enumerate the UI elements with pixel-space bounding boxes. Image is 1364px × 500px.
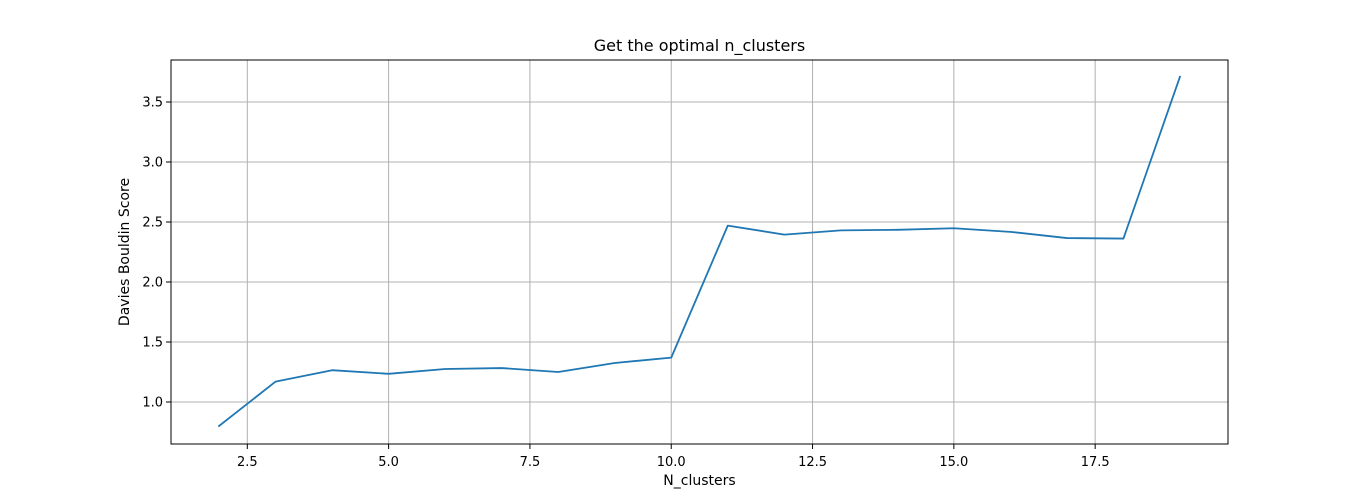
x-tick-label: 17.5	[1081, 455, 1110, 470]
series-line	[217, 75, 1182, 428]
y-axis: 1.0 1.5 2.0 2.5 3.0 3.5	[142, 96, 171, 411]
y-tick-label: 3.0	[142, 156, 163, 171]
y-tick-label: 2.0	[142, 276, 163, 291]
y-tick-label: 1.5	[142, 336, 163, 351]
x-axis: 2.5 5.0 7.5 10.0 12.5 15.0 17.5	[237, 444, 1110, 470]
plot-frame	[170, 59, 1229, 445]
y-tick-label: 2.5	[142, 216, 163, 231]
x-tick-label: 10.0	[657, 455, 686, 470]
x-tick-label: 2.5	[237, 455, 258, 470]
y-tick-label: 1.0	[142, 396, 163, 411]
y-axis-label: Davies Bouldin Score	[117, 178, 133, 326]
x-tick-label: 7.5	[520, 455, 541, 470]
series-group	[217, 75, 1182, 428]
y-tick-label: 3.5	[142, 96, 163, 111]
x-tick-label: 12.5	[798, 455, 827, 470]
grid-lines	[171, 60, 1228, 444]
chart-title: Get the optimal n_clusters	[594, 36, 805, 56]
x-axis-label: N_clusters	[663, 473, 735, 489]
x-tick-label: 15.0	[939, 455, 968, 470]
x-tick-label: 5.0	[378, 455, 399, 470]
